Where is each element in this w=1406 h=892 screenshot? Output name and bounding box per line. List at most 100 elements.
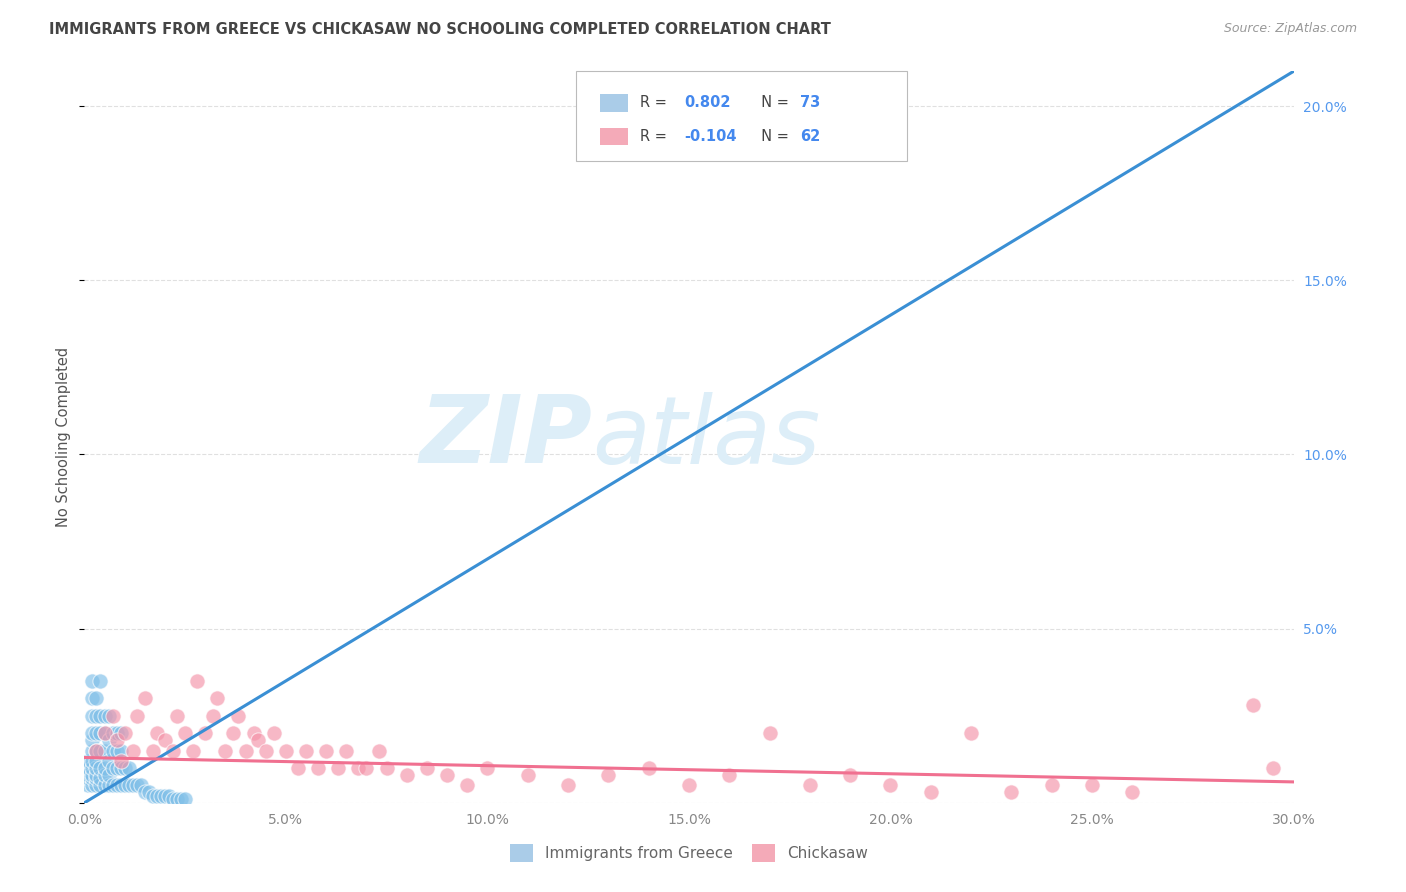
Text: N =: N =	[752, 95, 794, 110]
Text: R =: R =	[640, 95, 671, 110]
Point	[1040, 778, 1063, 792]
Point	[86, 743, 108, 757]
Point	[86, 754, 108, 768]
Text: -0.104: -0.104	[685, 129, 737, 144]
Point	[86, 743, 108, 757]
Text: N =: N =	[752, 129, 794, 144]
Point	[82, 673, 104, 688]
Point	[416, 761, 439, 775]
Point	[93, 768, 115, 782]
Point	[214, 743, 236, 757]
Point	[879, 778, 901, 792]
Point	[105, 733, 128, 747]
Point	[960, 726, 983, 740]
Point	[456, 778, 478, 792]
Point	[110, 754, 132, 768]
Point	[153, 733, 176, 747]
Point	[174, 792, 197, 806]
Point	[367, 743, 389, 757]
Point	[315, 743, 337, 757]
Point	[598, 768, 620, 782]
Point	[86, 726, 108, 740]
Point	[287, 761, 309, 775]
Point	[82, 726, 104, 740]
Point	[226, 708, 249, 723]
Point	[93, 743, 115, 757]
Point	[718, 768, 741, 782]
Point	[557, 778, 579, 792]
Point	[157, 789, 180, 803]
Point	[82, 772, 104, 786]
Point	[86, 778, 108, 792]
Point	[170, 792, 193, 806]
Point	[142, 789, 165, 803]
Point	[105, 726, 128, 740]
Text: IMMIGRANTS FROM GREECE VS CHICKASAW NO SCHOOLING COMPLETED CORRELATION CHART: IMMIGRANTS FROM GREECE VS CHICKASAW NO S…	[49, 22, 831, 37]
Point	[110, 778, 132, 792]
Point	[97, 768, 120, 782]
Point	[82, 733, 104, 747]
Point	[166, 708, 188, 723]
Point	[86, 772, 108, 786]
Point	[162, 743, 184, 757]
Text: Source: ZipAtlas.com: Source: ZipAtlas.com	[1223, 22, 1357, 36]
Point	[101, 778, 124, 792]
Point	[186, 673, 208, 688]
Point	[101, 761, 124, 775]
Point	[678, 778, 700, 792]
Point	[114, 726, 136, 740]
Point	[97, 754, 120, 768]
Point	[516, 768, 538, 782]
Point	[174, 726, 197, 740]
Point	[328, 761, 350, 775]
Point	[142, 743, 165, 757]
Point	[110, 761, 132, 775]
Point	[134, 691, 156, 706]
Point	[335, 743, 357, 757]
Legend: Immigrants from Greece, Chickasaw: Immigrants from Greece, Chickasaw	[505, 838, 873, 868]
Point	[77, 768, 100, 782]
Point	[86, 768, 108, 782]
Point	[105, 778, 128, 792]
Point	[356, 761, 378, 775]
Point	[97, 733, 120, 747]
Point	[82, 708, 104, 723]
Point	[1241, 698, 1264, 713]
Point	[181, 743, 204, 757]
Point	[125, 708, 148, 723]
Point	[105, 743, 128, 757]
Y-axis label: No Schooling Completed: No Schooling Completed	[56, 347, 72, 527]
Point	[125, 778, 148, 792]
Point	[149, 789, 172, 803]
Point	[121, 778, 143, 792]
Point	[101, 708, 124, 723]
Point	[1121, 785, 1143, 799]
Point	[1263, 761, 1285, 775]
Point	[637, 761, 659, 775]
Point	[222, 726, 245, 740]
Point	[1081, 778, 1104, 792]
Point	[274, 743, 297, 757]
Point	[347, 761, 370, 775]
Point	[118, 778, 141, 792]
Point	[758, 726, 780, 740]
Point	[799, 778, 821, 792]
Point	[97, 778, 120, 792]
Point	[93, 708, 115, 723]
Point	[254, 743, 277, 757]
Point	[82, 768, 104, 782]
Point	[153, 789, 176, 803]
Point	[89, 726, 111, 740]
Text: 62: 62	[800, 129, 820, 144]
Point	[93, 761, 115, 775]
Point	[138, 785, 160, 799]
Point	[114, 778, 136, 792]
Point	[82, 778, 104, 792]
Point	[93, 726, 115, 740]
Point	[89, 772, 111, 786]
Point	[89, 708, 111, 723]
Point	[77, 778, 100, 792]
Point	[89, 743, 111, 757]
Text: ZIP: ZIP	[419, 391, 592, 483]
Point	[82, 743, 104, 757]
